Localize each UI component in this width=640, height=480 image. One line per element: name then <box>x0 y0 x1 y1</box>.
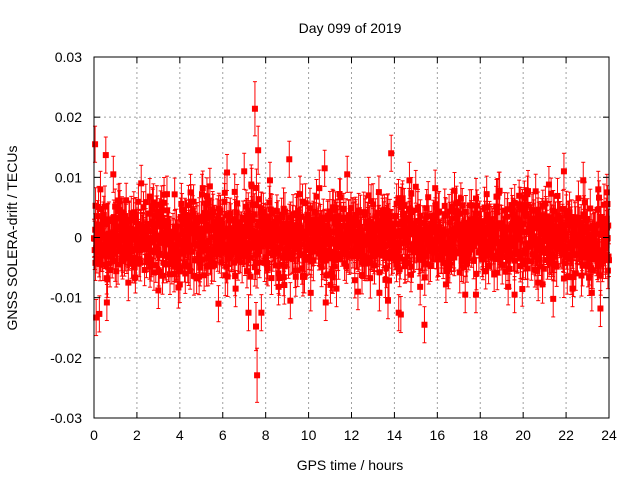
chart-title: Day 099 of 2019 <box>299 20 402 36</box>
